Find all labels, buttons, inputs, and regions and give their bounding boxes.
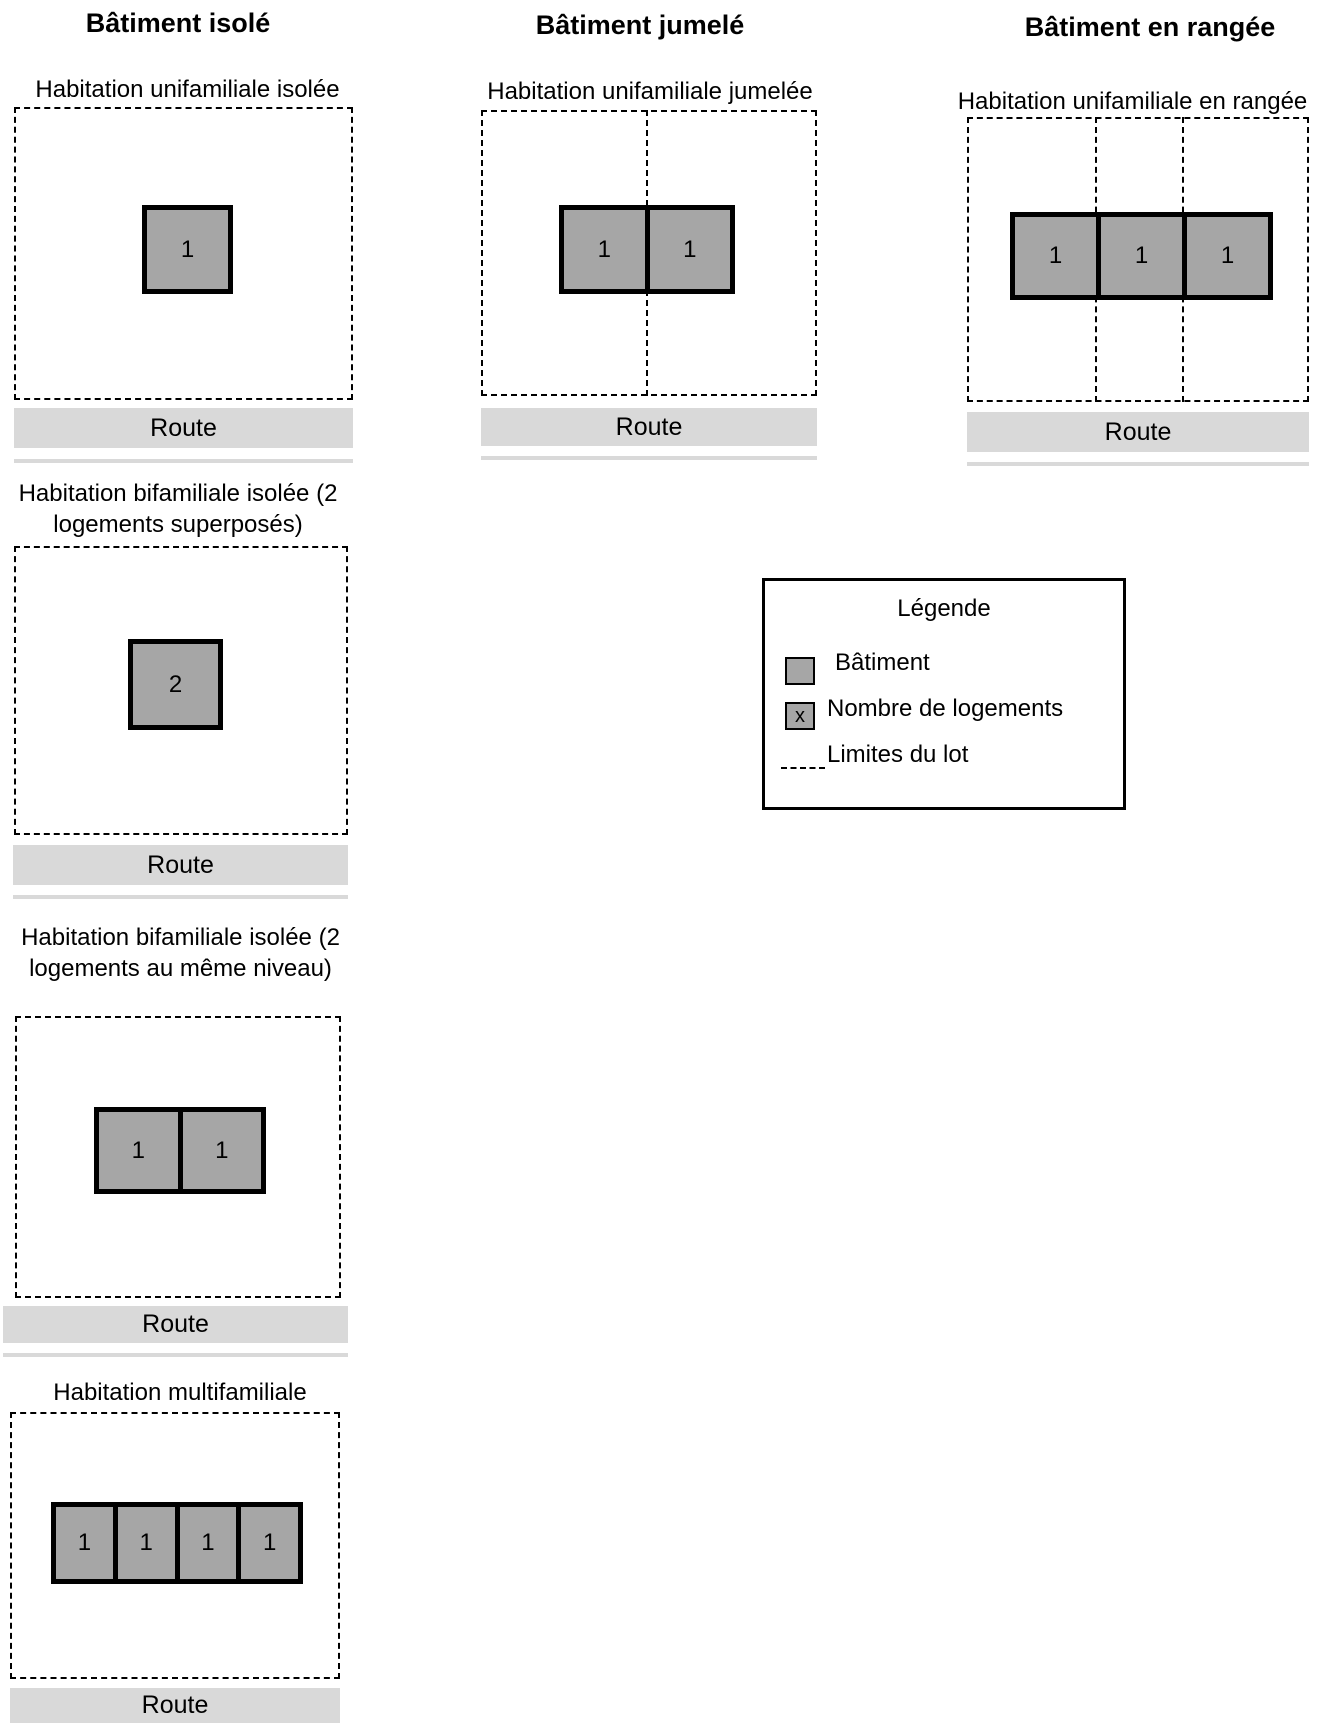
heading-batiment-isole: Bâtiment isolé — [85, 8, 271, 38]
building: 1 1 — [559, 205, 735, 294]
diagram-title-unifamiliale-rangee: Habitation unifamiliale en rangée — [957, 88, 1308, 115]
road-edge-line — [967, 462, 1309, 466]
legend-units-label: Nombre de logements — [827, 695, 1064, 722]
road: Route — [3, 1306, 348, 1343]
building: 1 1 1 1 — [51, 1502, 303, 1584]
road: Route — [14, 408, 353, 448]
unit-count: 1 — [1182, 217, 1268, 295]
road: Route — [481, 408, 817, 446]
legend-lot-limits-label: Limites du lot — [827, 741, 969, 768]
unit-count: 1 — [644, 210, 731, 289]
unit-count: 1 — [112, 1507, 175, 1579]
road: Route — [10, 1688, 340, 1723]
unit-count: 1 — [597, 235, 611, 263]
lot-boundary — [14, 546, 348, 835]
lot-limit-sample — [781, 767, 825, 769]
building: 1 1 — [94, 1107, 266, 1194]
building-swatch — [785, 657, 815, 685]
road-edge-line — [3, 1353, 348, 1357]
lot-boundary — [10, 1412, 340, 1679]
lot-boundary — [15, 1016, 341, 1298]
road: Route — [967, 412, 1309, 452]
road-edge-line — [481, 456, 817, 460]
unit-count: 1 — [174, 1507, 237, 1579]
building: 1 1 1 — [1010, 212, 1273, 300]
heading-batiment-jumele: Bâtiment jumelé — [535, 10, 745, 40]
road: Route — [13, 845, 348, 885]
unit-count: 1 — [1048, 242, 1063, 269]
legend-title: Légende — [897, 595, 991, 622]
lot-boundary — [481, 110, 817, 396]
diagram-title-bifamiliale-superposes: Habitation bifamiliale isolée (2 logemen… — [18, 480, 338, 538]
road-label: Route — [615, 412, 683, 441]
building: 1 — [142, 205, 233, 294]
legend-box: Légende Bâtiment x Nombre de logements L… — [762, 578, 1126, 810]
unit-count: 1 — [236, 1507, 298, 1579]
diagram-title-unifamiliale-jumelee: Habitation unifamiliale jumelée — [487, 78, 813, 105]
road-label: Route — [1104, 417, 1172, 446]
legend-building-label: Bâtiment — [835, 649, 930, 676]
unit-count: 1 — [180, 235, 195, 263]
unit-count-swatch: x — [785, 702, 815, 730]
lot-boundary — [967, 117, 1309, 402]
diagram-title-unifamiliale-isolee: Habitation unifamiliale isolée — [35, 76, 340, 103]
unit-count: 2 — [168, 670, 183, 698]
diagram-title-bifamiliale-meme-niveau: Habitation bifamiliale isolée (2 logemen… — [21, 924, 340, 982]
building: 2 — [128, 639, 223, 730]
unit-count: 1 — [77, 1529, 92, 1556]
road-label: Route — [141, 1691, 209, 1719]
road-edge-line — [13, 895, 348, 899]
heading-batiment-en-rangee: Bâtiment en rangée — [1024, 12, 1276, 42]
diagram-title-multifamiliale: Habitation multifamiliale — [53, 1379, 307, 1406]
road-label: Route — [142, 1310, 209, 1338]
unit-count: 1 — [1096, 217, 1182, 295]
unit-count: 1 — [177, 1112, 262, 1189]
lot-boundary — [14, 107, 353, 400]
unit-count: 1 — [131, 1136, 145, 1164]
road-label: Route — [150, 413, 217, 442]
road-label: Route — [147, 850, 214, 879]
road-edge-line — [14, 459, 353, 463]
